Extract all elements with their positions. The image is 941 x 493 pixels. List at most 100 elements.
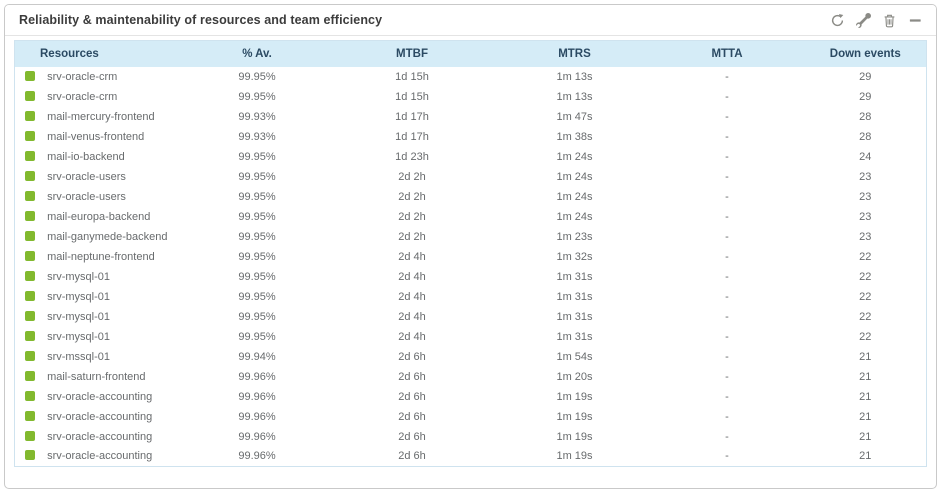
resource-cell: mail-europa-backend xyxy=(14,206,190,227)
mtrs-cell: 1m 19s xyxy=(499,426,650,447)
mtta-cell: - xyxy=(649,166,805,187)
reliability-table: Resources % Av. MTBF MTRS MTTA Down even… xyxy=(14,40,927,467)
widget-toolbar xyxy=(830,12,923,28)
down-events-cell: 21 xyxy=(804,366,927,387)
status-ok-icon xyxy=(25,290,35,301)
table-row: srv-oracle-accounting 99.96% 2d 6h 1m 19… xyxy=(14,426,927,447)
resource-cell: srv-oracle-crm xyxy=(14,86,190,107)
mtta-cell: - xyxy=(649,266,805,287)
down-events-cell: 23 xyxy=(804,226,927,247)
mtbf-cell: 1d 23h xyxy=(324,146,500,167)
mtbf-cell: 2d 6h xyxy=(324,346,500,367)
status-ok-icon xyxy=(25,250,35,261)
mtrs-cell: 1m 31s xyxy=(499,286,650,307)
availability-cell: 99.95% xyxy=(189,246,325,267)
mtbf-cell: 1d 17h xyxy=(324,126,500,147)
minimize-button[interactable] xyxy=(908,13,923,28)
down-events-cell: 22 xyxy=(804,286,927,307)
down-events-cell: 21 xyxy=(804,346,927,367)
mtbf-cell: 2d 2h xyxy=(324,226,500,247)
column-header-mtta: MTTA xyxy=(649,40,805,67)
down-events-cell: 28 xyxy=(804,106,927,127)
table-row: srv-mysql-01 99.95% 2d 4h 1m 31s - 22 xyxy=(14,266,927,287)
down-events-cell: 22 xyxy=(804,326,927,347)
availability-cell: 99.95% xyxy=(189,146,325,167)
mtbf-cell: 2d 2h xyxy=(324,166,500,187)
mtrs-cell: 1m 47s xyxy=(499,106,650,127)
down-events-cell: 28 xyxy=(804,126,927,147)
mtta-cell: - xyxy=(649,106,805,127)
mtbf-cell: 2d 2h xyxy=(324,186,500,207)
mtta-cell: - xyxy=(649,426,805,447)
delete-button[interactable] xyxy=(882,13,897,28)
availability-cell: 99.95% xyxy=(189,206,325,227)
availability-cell: 99.95% xyxy=(189,66,325,87)
resource-name: srv-oracle-accounting xyxy=(47,450,153,463)
table-row: mail-mercury-frontend 99.93% 1d 17h 1m 4… xyxy=(14,106,927,127)
mtbf-cell: 2d 6h xyxy=(324,386,500,407)
mtrs-cell: 1m 38s xyxy=(499,126,650,147)
status-ok-icon xyxy=(25,350,35,361)
resource-cell: srv-oracle-users xyxy=(14,186,190,207)
status-ok-icon xyxy=(25,150,35,161)
report-widget-card: Reliability & maintenability of resource… xyxy=(4,4,937,489)
availability-cell: 99.96% xyxy=(189,446,325,467)
mtrs-cell: 1m 31s xyxy=(499,326,650,347)
resource-name: srv-mysql-01 xyxy=(47,330,111,343)
mtbf-cell: 2d 2h xyxy=(324,206,500,227)
resource-name: srv-oracle-crm xyxy=(47,90,118,103)
resource-name: srv-mysql-01 xyxy=(47,290,111,303)
status-ok-icon xyxy=(25,190,35,201)
table-row: mail-saturn-frontend 99.96% 2d 6h 1m 20s… xyxy=(14,366,927,387)
resource-cell: srv-oracle-crm xyxy=(14,66,190,87)
widget-header: Reliability & maintenability of resource… xyxy=(5,5,936,36)
availability-cell: 99.93% xyxy=(189,106,325,127)
down-events-cell: 29 xyxy=(804,66,927,87)
mtrs-cell: 1m 31s xyxy=(499,306,650,327)
availability-cell: 99.93% xyxy=(189,126,325,147)
status-ok-icon xyxy=(25,130,35,141)
resource-cell: mail-neptune-frontend xyxy=(14,246,190,267)
mtta-cell: - xyxy=(649,406,805,427)
configure-button[interactable] xyxy=(856,12,871,28)
down-events-cell: 22 xyxy=(804,246,927,267)
mtta-cell: - xyxy=(649,246,805,267)
table-row: srv-mysql-01 99.95% 2d 4h 1m 31s - 22 xyxy=(14,326,927,347)
status-ok-icon xyxy=(25,310,35,321)
mtbf-cell: 2d 4h xyxy=(324,326,500,347)
availability-cell: 99.95% xyxy=(189,326,325,347)
resource-name: mail-europa-backend xyxy=(47,210,151,223)
table-row: srv-mysql-01 99.95% 2d 4h 1m 31s - 22 xyxy=(14,286,927,307)
refresh-button[interactable] xyxy=(830,13,845,28)
resource-name: mail-venus-frontend xyxy=(47,130,145,143)
resource-cell: srv-mysql-01 xyxy=(14,306,190,327)
mtbf-cell: 2d 4h xyxy=(324,266,500,287)
mtrs-cell: 1m 24s xyxy=(499,166,650,187)
mtta-cell: - xyxy=(649,326,805,347)
table-header: Resources % Av. MTBF MTRS MTTA Down even… xyxy=(14,40,927,67)
mtta-cell: - xyxy=(649,206,805,227)
table-row: mail-io-backend 99.95% 1d 23h 1m 24s - 2… xyxy=(14,146,927,167)
mtbf-cell: 2d 4h xyxy=(324,286,500,307)
resource-cell: mail-venus-frontend xyxy=(14,126,190,147)
down-events-cell: 21 xyxy=(804,386,927,407)
table-row: srv-oracle-crm 99.95% 1d 15h 1m 13s - 29 xyxy=(14,86,927,107)
resource-name: srv-mysql-01 xyxy=(47,310,111,323)
resource-cell: mail-saturn-frontend xyxy=(14,366,190,387)
resource-name: srv-oracle-users xyxy=(47,190,126,203)
status-ok-icon xyxy=(25,450,35,461)
down-events-cell: 29 xyxy=(804,86,927,107)
wrench-icon xyxy=(856,12,871,28)
table-row: mail-ganymede-backend 99.95% 2d 2h 1m 23… xyxy=(14,226,927,247)
availability-cell: 99.96% xyxy=(189,406,325,427)
table-row: srv-oracle-crm 99.95% 1d 15h 1m 13s - 29 xyxy=(14,66,927,87)
mtrs-cell: 1m 24s xyxy=(499,206,650,227)
mtrs-cell: 1m 19s xyxy=(499,446,650,467)
status-ok-icon xyxy=(25,70,35,81)
resource-name: mail-ganymede-backend xyxy=(47,230,168,243)
mtbf-cell: 2d 4h xyxy=(324,246,500,267)
mtta-cell: - xyxy=(649,126,805,147)
column-header-resources: Resources xyxy=(14,40,190,67)
resource-cell: srv-oracle-users xyxy=(14,166,190,187)
resource-cell: mail-mercury-frontend xyxy=(14,106,190,127)
